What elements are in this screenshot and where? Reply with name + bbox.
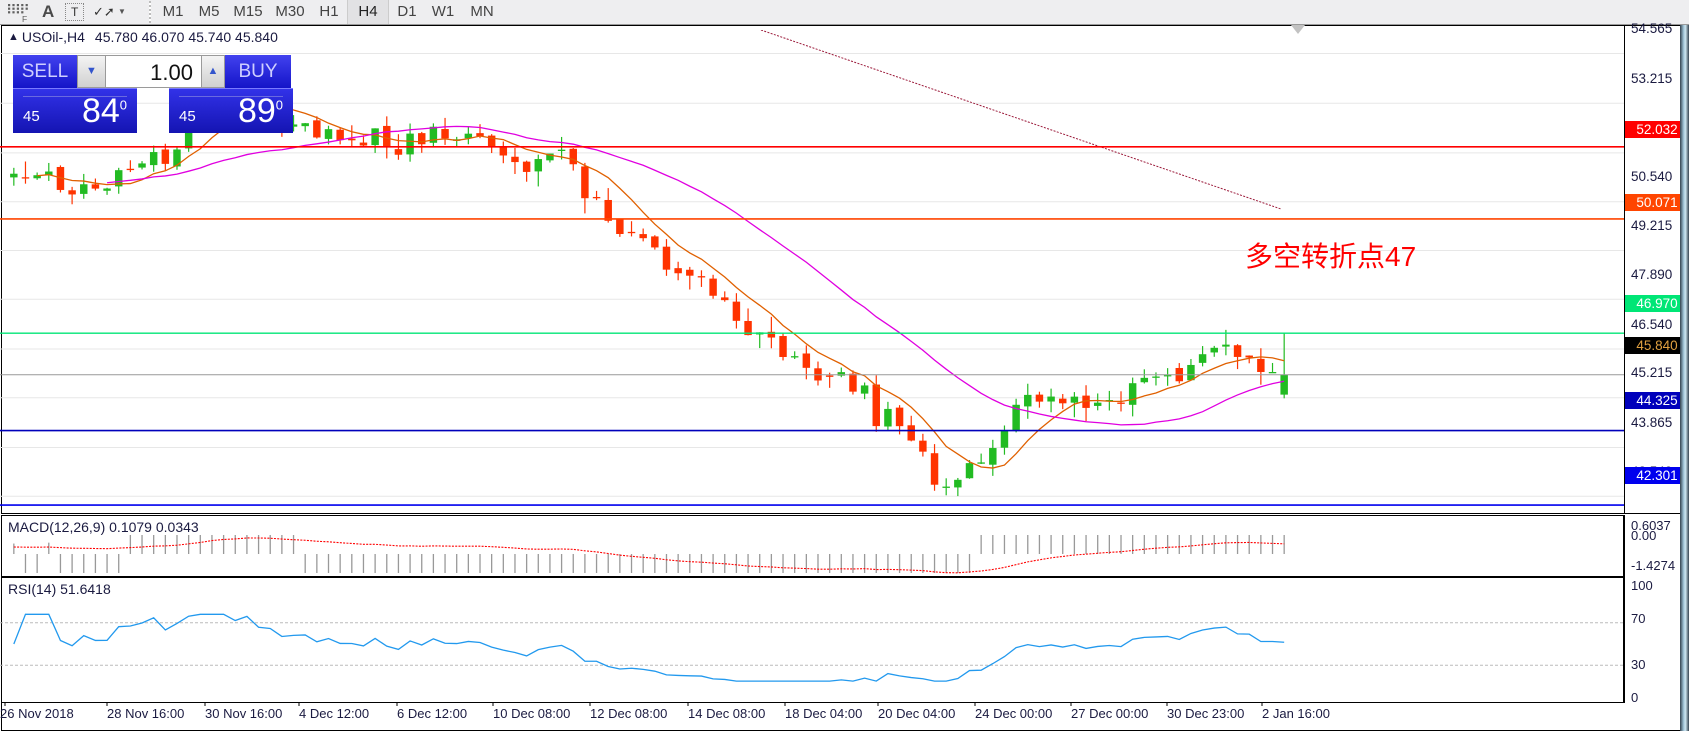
svg-text:F: F: [22, 14, 27, 22]
